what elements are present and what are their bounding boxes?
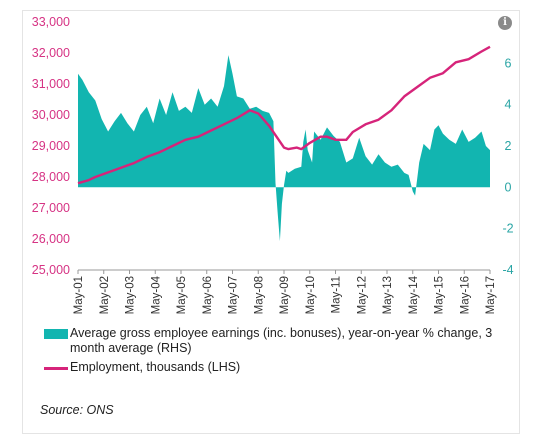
y-left-tick-label: 28,000 (32, 170, 70, 184)
y-right-tick-label: 4 (505, 98, 512, 112)
x-tick-label: May-03 (125, 276, 137, 314)
legend-label-earnings: Average gross employee earnings (inc. bo… (70, 326, 493, 355)
x-tick-label: May-06 (202, 276, 214, 314)
y-left-tick-label: 25,000 (32, 263, 70, 277)
y-left-tick-label: 27,000 (32, 201, 70, 215)
source-note: Source: ONS (40, 403, 114, 417)
x-tick-label: May-17 (485, 276, 497, 314)
y-right-tick-label: 2 (505, 139, 512, 153)
y-left-tick-label: 29,000 (32, 139, 70, 153)
x-tick-label: May-12 (356, 276, 368, 314)
y-right-tick-label: 6 (505, 56, 512, 70)
x-tick-label: May-08 (253, 276, 265, 314)
info-icon[interactable]: i (498, 16, 512, 30)
x-tick-label: May-15 (434, 276, 446, 314)
y-left-tick-label: 33,000 (32, 15, 70, 29)
x-tick-label: May-09 (279, 276, 291, 314)
legend-swatch-employment (44, 367, 68, 370)
earnings-area (78, 55, 490, 242)
y-left-tick-label: 32,000 (32, 46, 70, 60)
y-left-tick-label: 26,000 (32, 232, 70, 246)
y-right-tick-label: 0 (505, 180, 512, 194)
y-left-tick-label: 31,000 (32, 77, 70, 91)
x-tick-label: May-10 (305, 276, 317, 314)
x-tick-label: May-14 (408, 275, 420, 314)
x-tick-label: May-05 (176, 276, 188, 314)
x-tick-label: May-11 (331, 276, 343, 314)
legend: Average gross employee earnings (inc. bo… (44, 326, 514, 379)
chart-card (22, 10, 520, 434)
legend-item-employment: Employment, thousands (LHS) (44, 360, 514, 375)
y-left-tick-label: 30,000 (32, 108, 70, 122)
x-tick-label: May-02 (99, 276, 111, 314)
legend-swatch-earnings (44, 329, 68, 339)
employment-line (77, 45, 491, 185)
legend-label-employment: Employment, thousands (LHS) (70, 360, 241, 374)
x-tick-label: May-01 (73, 276, 85, 314)
legend-item-earnings: Average gross employee earnings (inc. bo… (44, 326, 514, 356)
x-tick-label: May-07 (228, 276, 240, 314)
x-tick-label: May-13 (382, 276, 394, 314)
x-tick-label: May-16 (459, 276, 471, 314)
y-right-tick-label: -4 (502, 263, 513, 277)
x-tick-label: May-04 (150, 275, 162, 314)
y-right-tick-label: -2 (502, 222, 513, 236)
